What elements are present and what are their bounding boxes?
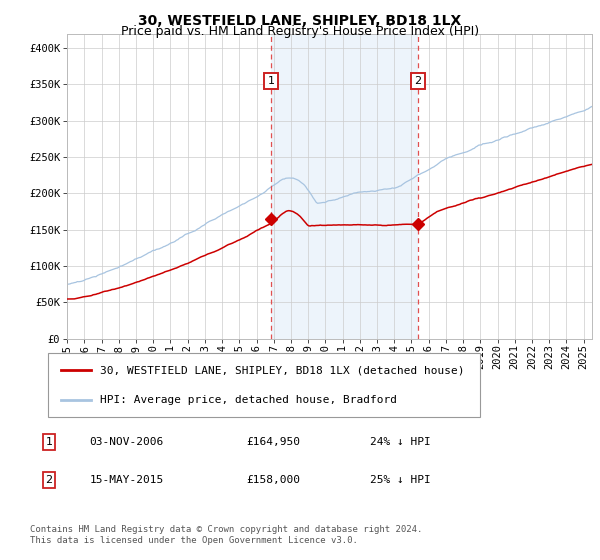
- Text: Price paid vs. HM Land Registry's House Price Index (HPI): Price paid vs. HM Land Registry's House …: [121, 25, 479, 38]
- Text: 2: 2: [46, 475, 52, 485]
- Text: 2: 2: [414, 76, 421, 86]
- Text: 25% ↓ HPI: 25% ↓ HPI: [370, 475, 431, 485]
- Text: HPI: Average price, detached house, Bradford: HPI: Average price, detached house, Brad…: [100, 395, 397, 405]
- Text: 1: 1: [268, 76, 275, 86]
- Text: Contains HM Land Registry data © Crown copyright and database right 2024.
This d: Contains HM Land Registry data © Crown c…: [30, 525, 422, 545]
- Text: 30, WESTFIELD LANE, SHIPLEY, BD18 1LX: 30, WESTFIELD LANE, SHIPLEY, BD18 1LX: [139, 14, 461, 28]
- Text: 30, WESTFIELD LANE, SHIPLEY, BD18 1LX (detached house): 30, WESTFIELD LANE, SHIPLEY, BD18 1LX (d…: [100, 365, 464, 375]
- Text: £164,950: £164,950: [246, 437, 300, 447]
- Text: 15-MAY-2015: 15-MAY-2015: [89, 475, 164, 485]
- Text: 1: 1: [46, 437, 52, 447]
- Text: 24% ↓ HPI: 24% ↓ HPI: [370, 437, 431, 447]
- Text: £158,000: £158,000: [246, 475, 300, 485]
- Bar: [271, 34, 418, 339]
- Text: 03-NOV-2006: 03-NOV-2006: [89, 437, 164, 447]
